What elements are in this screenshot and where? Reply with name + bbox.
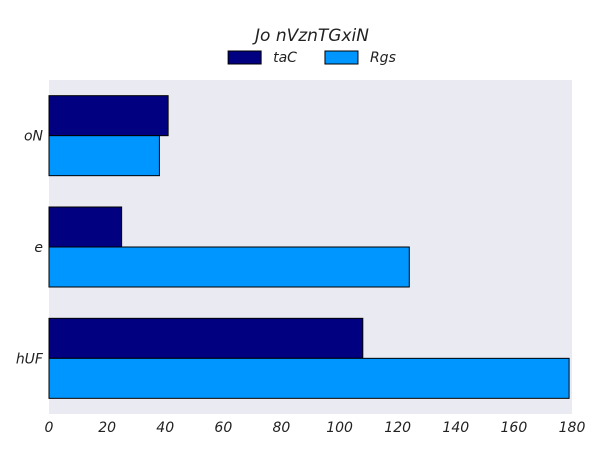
bar-taC-oN [48, 95, 169, 137]
legend-swatch-taC [227, 50, 262, 65]
x-tick-label: 0 [45, 420, 54, 436]
x-tick-label: 160 [501, 420, 528, 436]
y-tick-label: hUF [16, 351, 44, 367]
bar-Rgs-hUF [48, 357, 570, 399]
x-tick-label: 180 [559, 420, 586, 436]
x-tick-label: 40 [156, 420, 174, 436]
chart-title: Jo nVznTGxiN [252, 26, 369, 46]
legend-label-taC: taC [273, 50, 297, 66]
bar-taC-e [48, 206, 123, 248]
x-tick-label: 20 [98, 420, 116, 436]
x-tick-label: 140 [442, 420, 469, 436]
bar-Rgs-oN [48, 135, 160, 177]
x-tick-label: 120 [384, 420, 411, 436]
y-tick-label: e [34, 240, 43, 256]
bars [48, 95, 570, 399]
x-tick-label: 100 [326, 420, 353, 436]
x-tick-label: 60 [214, 420, 232, 436]
y-tick-label: oN [24, 129, 44, 145]
legend-swatch-Rgs [324, 50, 359, 65]
legend: taC Rgs [227, 50, 396, 66]
x-axis-ticks: 0 20 40 60 80 100 120 140 160 180 [45, 420, 586, 436]
bar-taC-hUF [48, 317, 364, 359]
bar-Rgs-e [48, 246, 410, 288]
x-tick-label: 80 [273, 420, 291, 436]
legend-label-Rgs: Rgs [370, 50, 396, 66]
y-axis-ticks: oN e hUF [16, 129, 44, 368]
